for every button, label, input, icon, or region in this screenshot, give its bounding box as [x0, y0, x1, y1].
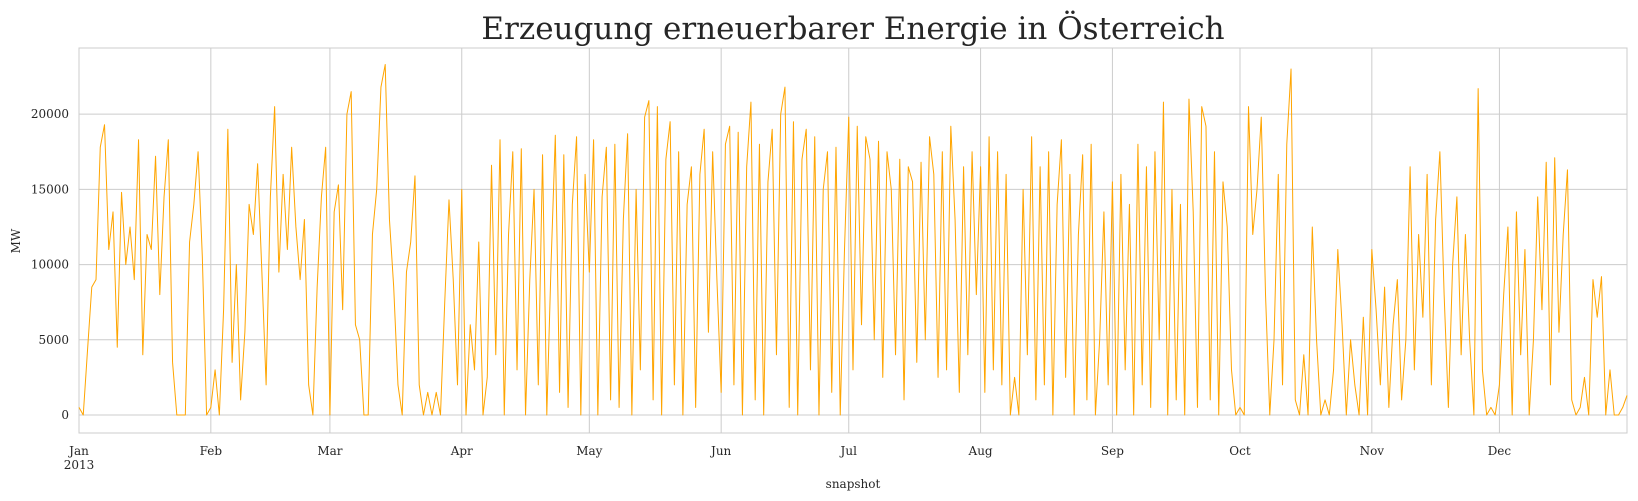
- x-tick-label: Dec: [1488, 444, 1512, 458]
- y-tick-labels: 0 5000 10000 15000 20000: [31, 107, 69, 422]
- plot-area-frame: [78, 47, 1628, 434]
- x-tick-label: Sep: [1101, 444, 1124, 458]
- x-tick-label: May: [576, 444, 602, 458]
- x-tick-label: Jan: [67, 444, 89, 458]
- x-tick-sublabel: 2013: [64, 458, 95, 472]
- x-tick-label: Mar: [317, 444, 342, 458]
- series-layer: [78, 64, 1628, 416]
- y-tick-label: 10000: [31, 258, 69, 272]
- series-line: [78, 64, 1628, 416]
- x-tick-label: Jul: [839, 444, 858, 458]
- x-axis-label: snapshot: [826, 477, 881, 491]
- x-tick-label: Nov: [1360, 444, 1385, 458]
- chart-title: Erzeugung erneuerbarer Energie in Österr…: [481, 9, 1224, 47]
- y-tick-label: 0: [61, 408, 69, 422]
- x-tick-label: Oct: [1229, 444, 1251, 458]
- y-tick-label: 20000: [31, 107, 69, 121]
- y-axis-label: MW: [9, 228, 23, 253]
- y-tick-label: 15000: [31, 182, 69, 196]
- x-tick-label: Jun: [709, 444, 732, 458]
- x-tick-label: Feb: [200, 444, 223, 458]
- y-tick-label: 5000: [38, 333, 69, 347]
- x-tick-label: Aug: [968, 444, 993, 458]
- x-tick-label: Apr: [450, 444, 473, 458]
